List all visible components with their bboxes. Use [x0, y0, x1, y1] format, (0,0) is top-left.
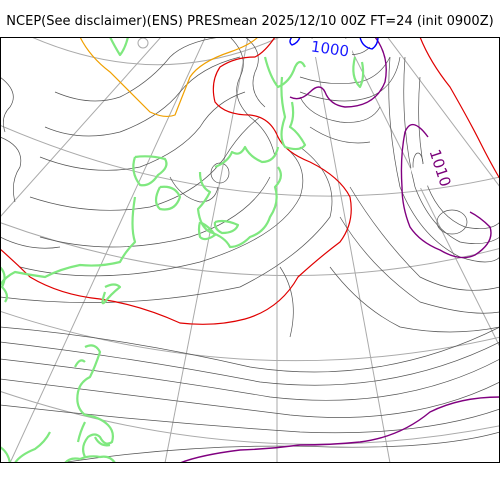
- coastline: [154, 185, 182, 211]
- latitude-line: [0, 221, 500, 277]
- coastline: [64, 455, 116, 463]
- isobar-purple: [289, 37, 387, 108]
- coastline: [0, 266, 9, 303]
- contour-label-1000: 1000: [310, 37, 350, 60]
- graticule: [0, 37, 500, 463]
- coastline: [280, 76, 307, 151]
- isobar-red: [419, 37, 500, 180]
- coastline: [197, 221, 217, 241]
- isobars: [0, 37, 500, 463]
- coastlines: [0, 37, 365, 463]
- coastline: [263, 56, 306, 89]
- coastline: [352, 56, 365, 89]
- longitude-line: [9, 37, 206, 463]
- isobar-red: [0, 37, 352, 325]
- coastline: [94, 436, 111, 447]
- map-title: NCEP(See disclaimer)(ENS) PRESmean 2025/…: [6, 14, 494, 29]
- latitude-line: [0, 390, 500, 445]
- coastline: [0, 446, 12, 463]
- pressure-map: 1000 1010: [0, 37, 500, 463]
- coastline: [101, 283, 122, 305]
- longitude-line: [311, 37, 391, 463]
- coastline: [132, 155, 168, 187]
- isobar-purple: [179, 396, 500, 463]
- coastline: [0, 196, 137, 286]
- longitude-line: [386, 37, 500, 188]
- coastline: [76, 344, 114, 458]
- longitude-line: [164, 37, 249, 463]
- longitude-line: [344, 37, 500, 348]
- isobar-blue: [289, 37, 301, 46]
- coastline: [76, 421, 86, 443]
- coastline: [109, 37, 130, 57]
- coastline: [74, 359, 86, 368]
- longitude-line: [0, 37, 162, 218]
- latitude-line: [0, 124, 500, 197]
- coastline: [213, 219, 240, 235]
- isobar-orange: [79, 37, 259, 118]
- coastline: [14, 431, 51, 463]
- map-border: [0, 37, 500, 463]
- coastline: [214, 145, 280, 169]
- coastline: [196, 166, 282, 249]
- isobar-purple: [400, 124, 492, 259]
- contour-labels: 1000 1010: [308, 37, 456, 190]
- latitude-line: [0, 310, 500, 362]
- isobar-blue: [359, 37, 379, 50]
- latitude-line: [30, 37, 281, 66]
